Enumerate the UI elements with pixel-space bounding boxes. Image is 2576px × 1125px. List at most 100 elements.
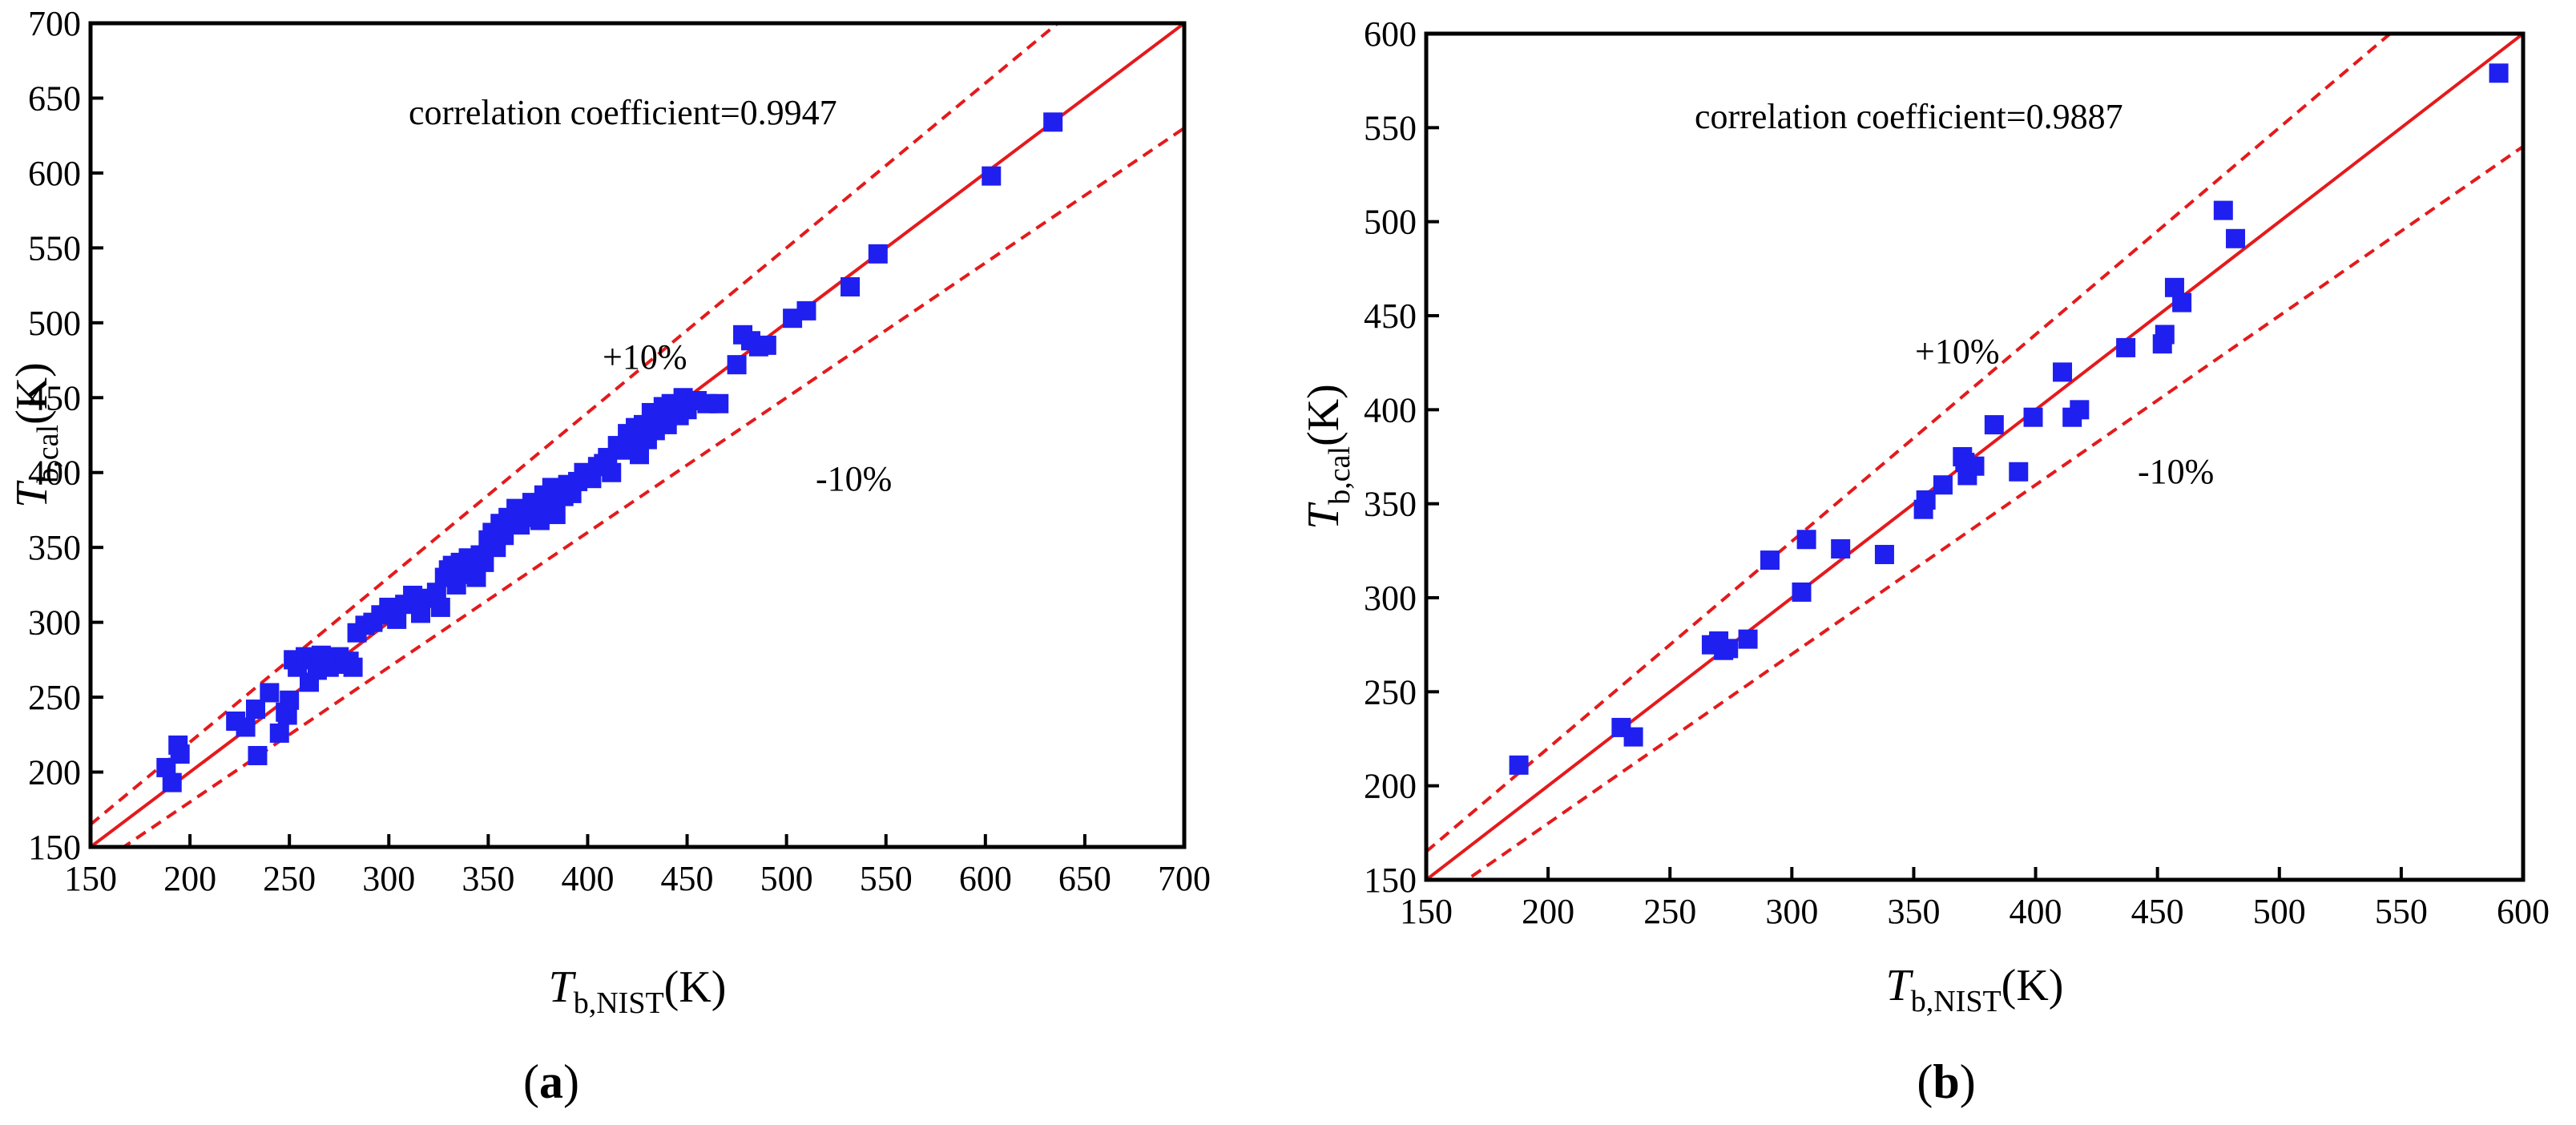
x-tick-label: 300 [1765, 892, 1818, 931]
data-point [1796, 530, 1816, 550]
x-axis-label: Tb,NIST(K) [1886, 961, 2064, 1018]
x-tick-label: 150 [1400, 892, 1453, 931]
y-tick-label: 650 [28, 79, 81, 118]
y-axis-label-unit: (K) [7, 362, 57, 425]
plot-frame [1424, 31, 2526, 882]
x-tick-label: 600 [2497, 892, 2550, 931]
data-point [430, 597, 450, 617]
data-point [236, 717, 256, 737]
x-axis-label-unit: (K) [664, 962, 727, 1012]
y-axis-label-subscript: b,cal [1323, 446, 1357, 505]
data-point [1916, 490, 1936, 510]
y-tick-label: 450 [28, 378, 81, 417]
minus-10-annotation: -10% [816, 459, 892, 498]
x-tick-label: 300 [362, 859, 415, 898]
x-tick-label: 200 [163, 859, 216, 898]
y-tick-label: 350 [1364, 485, 1417, 524]
y-tick-label: 600 [1364, 14, 1417, 54]
y-tick-label: 550 [1364, 108, 1417, 147]
y-tick-label: 350 [28, 528, 81, 567]
y-tick-label: 250 [1364, 672, 1417, 712]
y-tick-label: 150 [1364, 861, 1417, 900]
y-axis-label-subscript: b,cal [31, 425, 65, 483]
x-tick-label: 500 [2253, 892, 2306, 931]
data-point [248, 745, 268, 765]
x-axis-label-symbol: T [1886, 961, 1914, 1010]
data-point [709, 393, 729, 413]
y-tick-label: 550 [28, 228, 81, 268]
y-tick-label: 300 [28, 603, 81, 643]
x-tick-label: 500 [760, 859, 813, 898]
x-axis: 150 200 250 300 350 400 450 500 550 600 650 700 [64, 834, 1211, 898]
x-tick-label: 700 [1158, 859, 1211, 898]
y-axis-label: Tb,cal(K) [7, 362, 65, 508]
y-axis-label-unit: (K) [1299, 384, 1348, 446]
data-point [162, 772, 182, 792]
chart-b: 150 200 250 300 350 400 450 500 550 600 150 200 250 3… [1299, 14, 2550, 1108]
x-tick-label: 400 [2010, 892, 2062, 931]
x-tick-label: 450 [2131, 892, 2184, 931]
correlation-annotation: correlation coefficient=0.9887 [1695, 97, 2123, 136]
y-tick-label: 500 [1364, 203, 1417, 242]
data-point [2172, 292, 2192, 312]
y-tick-label: 300 [1364, 579, 1417, 618]
data-point [260, 683, 280, 703]
x-axis-label-subscript: b,NIST [574, 986, 664, 1020]
x-axis: 150 200 250 300 350 400 450 500 550 600 [1400, 867, 2550, 931]
x-tick-label: 550 [860, 859, 913, 898]
y-tick-label: 150 [28, 828, 81, 867]
y-axis-label-symbol: T [7, 480, 57, 508]
panel-label-letter: a [539, 1055, 563, 1108]
data-point [868, 244, 888, 264]
x-tick-label: 450 [661, 859, 714, 898]
y-tick-label: 200 [28, 753, 81, 792]
data-point [1043, 112, 1063, 132]
y-axis: 150 200 250 300 350 400 450 500 550 600 650 700 [28, 4, 103, 867]
data-point [1738, 629, 1758, 649]
x-tick-label: 150 [64, 859, 117, 898]
line-plus-10 [1426, 34, 2393, 853]
y-tick-label: 400 [1364, 390, 1417, 429]
y-tick-label: 200 [1364, 767, 1417, 806]
y-axis: 150 200 250 300 350 400 450 500 550 600 [1364, 14, 1439, 900]
x-tick-label: 600 [959, 859, 1012, 898]
data-point [269, 723, 289, 743]
x-axis-label-subscript: b,NIST [1911, 985, 2002, 1018]
line-minus-10 [1464, 145, 2523, 880]
data-point [2226, 228, 2246, 248]
data-point [546, 505, 566, 525]
data-point [2116, 337, 2136, 357]
x-tick-label: 550 [2375, 892, 2428, 931]
y-axis-label-symbol: T [1299, 502, 1348, 530]
data-point [1509, 755, 1529, 775]
x-tick-label: 250 [1643, 892, 1696, 931]
panel-label: (a) [523, 1055, 579, 1108]
data-point [727, 355, 747, 375]
scatter-series [1509, 63, 2509, 775]
data-point [2009, 462, 2029, 482]
data-point [2070, 400, 2090, 420]
data-point [1984, 415, 2004, 435]
y-tick-label: 500 [28, 304, 81, 343]
y-tick-label: 600 [28, 154, 81, 193]
data-point [1874, 545, 1894, 565]
x-tick-label: 650 [1058, 859, 1111, 898]
data-point [756, 335, 776, 355]
data-point [1792, 582, 1812, 602]
data-point [1831, 538, 1851, 558]
data-point [343, 657, 363, 677]
y-tick-label: 250 [28, 678, 81, 717]
data-point [796, 300, 816, 321]
x-tick-label: 350 [462, 859, 514, 898]
data-point [841, 276, 861, 296]
x-tick-label: 350 [1887, 892, 1940, 931]
scatter-series [156, 112, 1063, 792]
minus-10-annotation: -10% [2138, 452, 2214, 491]
correlation-annotation: correlation coefficient=0.9947 [409, 93, 837, 132]
line-plus-10 [91, 23, 1061, 826]
data-point [1719, 639, 1739, 659]
x-tick-label: 200 [1522, 892, 1574, 931]
panel-label: (b) [1917, 1055, 1975, 1108]
chart-a: 150 200 250 300 350 400 450 500 550 600 650 700 150 2… [7, 4, 1211, 1108]
data-point [280, 690, 300, 710]
